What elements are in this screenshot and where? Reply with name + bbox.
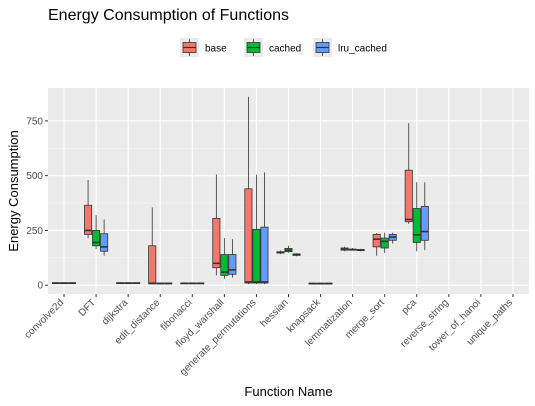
box-body (244, 188, 253, 284)
box-base (116, 282, 125, 285)
box-cached (316, 282, 325, 285)
y-tick-label: 750 (26, 116, 43, 127)
box-base (308, 282, 317, 285)
box-body (148, 245, 157, 285)
box-cached (380, 232, 389, 253)
box-cached (156, 282, 165, 285)
y-tick-label: 0 (37, 281, 43, 292)
box-lru_cached (324, 282, 333, 285)
box-body (84, 204, 93, 235)
box-lru_cached (100, 219, 109, 256)
box-lru_cached (132, 282, 141, 285)
box-cached (412, 182, 421, 252)
box-body (404, 169, 413, 223)
box-body (372, 233, 381, 248)
legend-item-lru_cached: lru_cached (313, 38, 387, 57)
boxes (52, 96, 429, 285)
x-tick-label: pca (400, 297, 419, 316)
box-body (220, 254, 229, 276)
box-cached (252, 174, 261, 285)
box-body (412, 208, 421, 243)
box-cached (284, 245, 293, 253)
box-cached (124, 282, 133, 285)
box-lru_cached (228, 239, 237, 278)
box-base (404, 123, 413, 224)
box-body (92, 230, 101, 247)
box-base (244, 96, 253, 285)
legend-item-cached: cached (244, 38, 301, 57)
box-body (260, 226, 269, 284)
box-lru_cached (388, 232, 397, 244)
box-lru_cached (260, 172, 269, 285)
box-lru_cached (196, 282, 205, 285)
box-body (380, 237, 389, 249)
x-tick-label: dijkstra (100, 297, 130, 327)
box-base (148, 207, 157, 285)
box-body (252, 228, 261, 284)
legend-item-base: base (180, 38, 227, 57)
legend: base cached lru_cached (180, 38, 387, 57)
box-lru_cached (292, 253, 301, 257)
x-axis: convolve2d DFT dijkstraedit_distancefibona… (23, 294, 515, 378)
box-cached (60, 282, 69, 285)
legend-label: lru_cached (338, 44, 387, 55)
box-base (180, 282, 189, 285)
y-tick-label: 250 (26, 226, 43, 237)
x-tick-label: DFT (77, 297, 99, 319)
box-body (228, 254, 237, 275)
chart-title: Energy Consumption of Functions (48, 7, 289, 24)
legend-label: base (205, 44, 227, 55)
box-base (52, 282, 61, 285)
y-tick-label: 500 (26, 171, 43, 182)
box-lru_cached (68, 282, 77, 285)
box-base (276, 250, 285, 255)
box-cached (220, 238, 229, 279)
x-tick-label: convolve2d (23, 297, 67, 341)
y-axis: 0 250 500 750 (26, 116, 48, 292)
box-cached (188, 282, 197, 285)
y-axis-title: Energy Consumption (6, 130, 21, 251)
box-cached (92, 215, 101, 250)
box-body (212, 217, 221, 269)
box-base (372, 233, 381, 256)
box-base (84, 180, 93, 239)
x-axis-title: Function Name (244, 384, 332, 399)
box-body (420, 205, 429, 241)
box-lru_cached (164, 282, 173, 285)
box-cached (348, 247, 357, 251)
grid (48, 88, 529, 294)
box-base (340, 246, 349, 252)
box-body (100, 233, 109, 252)
legend-label: cached (269, 44, 301, 55)
box-base (212, 174, 221, 276)
box-lru_cached (420, 182, 429, 251)
box-lru_cached (356, 248, 365, 252)
x-tick-label: hessian (258, 297, 290, 329)
